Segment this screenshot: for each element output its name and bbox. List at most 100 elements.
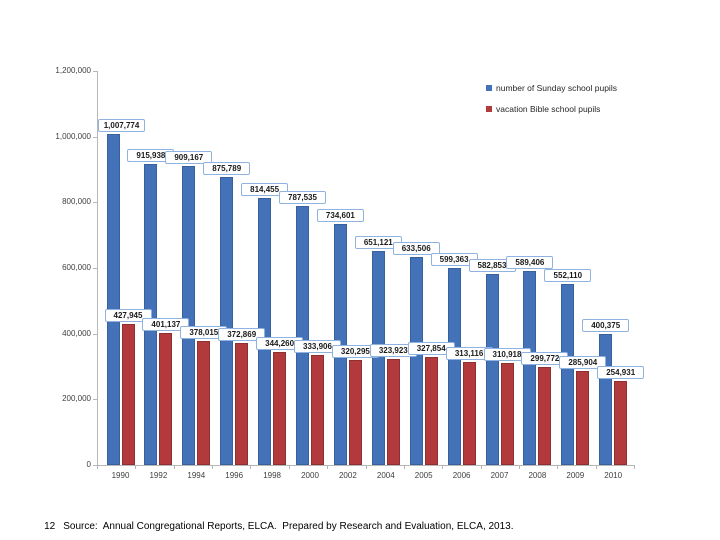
x-axis-tick-mark [288,465,290,469]
data-label: 401,137 [142,318,190,332]
sunday-school-bar [523,271,537,465]
x-axis-year-label: 2008 [528,471,547,480]
x-axis-year-label: 2002 [338,471,357,480]
y-axis-tick-mark [93,136,97,138]
data-label: 1,007,774 [98,119,145,133]
sunday-school-bar [409,256,423,465]
y-axis-tick-label: 1,000,000 [55,131,91,141]
y-axis-tick-mark [93,268,97,269]
x-axis-tick-mark [518,465,520,469]
y-axis-tick-mark [93,399,97,401]
data-label: 285,904 [559,356,607,370]
vbs-bar [197,340,211,465]
vbs-bar [159,333,173,465]
data-label: 814,455 [241,182,289,196]
data-label: 333,906 [294,340,341,354]
x-axis-year-label: 2000 [301,471,319,480]
vbs-bar [273,351,287,465]
x-axis-tick-mark [97,465,98,469]
vbs-bar [614,381,628,465]
x-axis-tick-mark [212,465,214,469]
vbs-bar [348,359,362,465]
y-axis-tick-label: 600,000 [62,263,91,272]
sunday-school-bar [561,283,575,465]
y-axis-tick-mark [93,465,97,466]
legend-label: number of Sunday school pupils [496,83,617,93]
data-label: 787,535 [279,191,326,205]
legend-item: number of Sunday school pupils [486,83,617,93]
vbs-bar [424,357,438,465]
sunday-school-bar [371,251,385,465]
data-label: 372,869 [218,327,266,341]
x-axis-year-label: 2007 [490,471,509,480]
legend-swatch-icon [486,85,492,91]
data-label: 323,923 [369,343,417,357]
x-axis-tick-mark [595,465,597,469]
sunday-school-bar [485,273,499,465]
x-axis-tick-mark [634,465,635,469]
data-label: 378,015 [180,325,228,339]
vbs-bar [538,366,552,465]
x-axis-tick-mark [173,465,175,469]
x-axis-year-label: 1994 [187,471,206,480]
y-axis-tick-label: 800,000 [62,197,91,207]
vbs-bar [500,362,514,465]
vbs-bar [235,342,249,465]
x-axis-year-label: 2005 [414,471,433,480]
x-axis-tick-mark [135,465,137,469]
x-axis-year-label: 1996 [225,471,244,480]
vbs-bar [576,371,590,465]
vbs-bar [386,358,400,465]
y-axis-tick-mark [93,333,97,335]
y-axis-tick-label: 200,000 [62,394,91,404]
y-axis-tick-label: 1,200,000 [55,66,91,75]
x-axis-year-label: 2004 [376,471,395,480]
data-label: 589,406 [506,256,554,270]
x-axis-tick-mark [250,465,252,469]
sunday-school-bar [447,268,461,465]
vbs-bar [311,355,324,465]
data-label: 400,375 [582,318,630,332]
sunday-school-bar [599,333,613,465]
y-axis-tick-mark [93,202,97,204]
legend-label: vacation Bible school pupils [496,104,601,114]
x-axis-year-label: 1998 [263,471,281,480]
data-label: 915,938 [127,149,175,163]
x-axis-tick-mark [327,465,329,469]
data-label: 254,931 [597,366,645,380]
data-label: 909,167 [165,151,213,165]
data-label: 552,110 [544,268,592,282]
data-label: 875,789 [203,162,251,176]
x-axis-year-label: 2009 [566,471,585,480]
x-axis-tick-mark [365,465,367,469]
source-text: Source: Annual Congregational Reports, E… [63,521,514,532]
y-axis-tick-label: 400,000 [62,328,91,338]
x-axis-tick-mark [403,465,405,469]
x-axis-year-label: 2010 [604,471,623,480]
legend-item: vacation Bible school pupils [486,104,617,114]
data-label: 313,116 [445,347,493,361]
x-axis-tick-mark [557,465,559,469]
sunday-school-bar [220,177,234,465]
x-axis-year-label: 1990 [111,471,130,480]
data-label: 633,506 [392,241,440,255]
x-axis-year-label: 1992 [149,471,168,480]
footer: 12 Source: Annual Congregational Reports,… [33,510,514,540]
y-axis-tick-label: 0 [86,460,91,469]
y-axis-line [97,71,98,465]
sunday-school-bar [296,206,309,465]
data-label: 734,601 [316,208,364,222]
y-axis-tick-mark [93,71,97,72]
page-number: 12 [44,521,56,532]
legend-swatch-icon [486,106,492,112]
vbs-bar [462,362,476,465]
sunday-school-bar [106,134,120,465]
x-axis-tick-mark [442,465,444,469]
x-axis-tick-mark [480,465,482,469]
vbs-bar [121,324,135,465]
data-label: 599,363 [430,253,478,267]
x-axis-year-label: 2006 [452,471,471,480]
sunday-school-bar [182,166,196,465]
